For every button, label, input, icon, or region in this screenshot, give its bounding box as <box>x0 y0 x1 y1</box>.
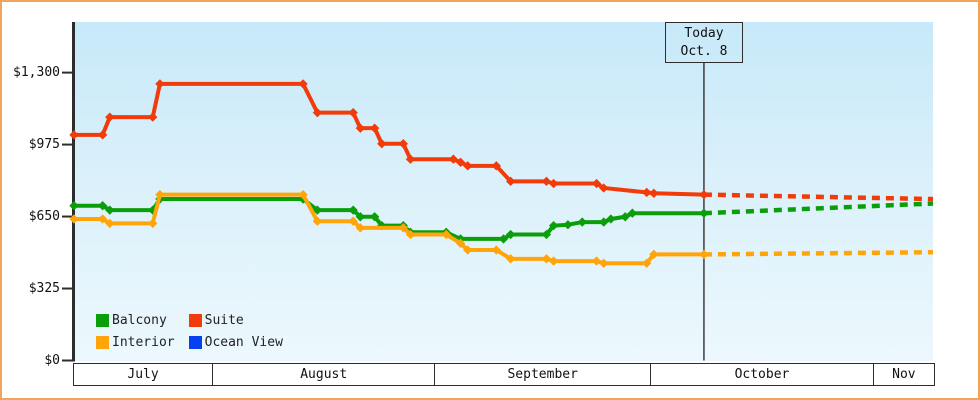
data-point-interior <box>591 256 602 266</box>
today-label: Today <box>684 25 724 41</box>
series-forecast-interior <box>703 249 934 257</box>
data-point-suite <box>405 154 416 164</box>
data-point-suite <box>463 161 473 171</box>
data-point-interior <box>398 223 408 233</box>
data-point-suite <box>599 183 609 193</box>
data-point-interior <box>541 254 552 264</box>
data-point-balcony <box>577 217 587 227</box>
data-point-suite <box>105 112 115 122</box>
data-point-balcony <box>606 214 616 224</box>
data-point-balcony <box>69 201 79 211</box>
series-line-suite <box>74 81 704 197</box>
data-point-interior <box>405 229 416 240</box>
data-point-suite <box>491 161 502 171</box>
data-point-balcony <box>627 208 638 218</box>
legend-label: Interior <box>112 335 175 350</box>
series-line-interior <box>74 192 704 266</box>
data-point-suite <box>69 130 79 140</box>
data-point-interior <box>148 218 158 229</box>
data-point-suite <box>448 154 459 164</box>
data-point-suite <box>312 108 323 118</box>
legend-item-ocean-view: Ocean View <box>188 335 283 350</box>
legend-swatch-ocean-view <box>188 336 202 349</box>
data-point-interior <box>491 245 502 255</box>
plot-area <box>75 22 933 361</box>
legend-item-interior: Interior <box>96 335 175 350</box>
series-forecast-suite <box>703 192 934 202</box>
month-cell-july: July <box>127 367 159 382</box>
legend-item-balcony: Balcony <box>96 313 175 328</box>
data-point-interior <box>155 189 165 200</box>
data-point-interior <box>105 218 115 229</box>
data-point-suite <box>148 112 158 122</box>
series-forecast-balcony <box>703 201 934 216</box>
y-axis-label: $0 <box>44 352 60 368</box>
data-point-interior <box>348 216 358 226</box>
legend-label: Suite <box>204 313 244 328</box>
data-point-suite <box>548 178 559 189</box>
data-point-suite <box>641 187 652 198</box>
month-cell-nov: Nov <box>872 364 934 385</box>
data-point-interior <box>298 189 308 200</box>
data-point-interior <box>599 258 609 268</box>
data-point-interior <box>312 216 323 226</box>
data-point-interior <box>505 254 516 264</box>
data-point-balcony <box>498 234 509 244</box>
y-axis-label: $650 <box>28 208 60 224</box>
month-cell-september: September <box>434 364 650 385</box>
data-point-balcony <box>548 220 559 231</box>
data-point-balcony <box>599 217 609 227</box>
data-point-suite <box>97 130 108 140</box>
data-point-interior <box>649 249 659 260</box>
data-point-balcony <box>541 229 552 240</box>
legend-swatch-interior <box>96 336 109 349</box>
month-cell-august: August <box>212 364 434 385</box>
data-point-interior <box>355 223 366 233</box>
data-point-suite <box>355 123 366 133</box>
data-point-suite <box>348 108 358 118</box>
data-point-suite <box>155 79 165 89</box>
today-box: Today Oct. 8 <box>665 22 743 63</box>
data-point-interior <box>455 238 466 249</box>
data-point-suite <box>591 178 602 189</box>
data-point-suite <box>298 79 308 89</box>
month-cell-october: October <box>650 364 873 385</box>
data-point-interior <box>441 229 451 240</box>
data-point-suite <box>649 188 659 198</box>
legend-swatch-balcony <box>96 314 109 327</box>
data-point-balcony <box>620 212 630 222</box>
data-point-balcony <box>699 208 709 218</box>
data-point-balcony <box>355 212 366 222</box>
data-point-interior <box>97 214 108 224</box>
data-point-interior <box>548 256 559 266</box>
data-point-balcony <box>369 212 380 222</box>
today-date: Oct. 8 <box>680 43 728 59</box>
legend-item-suite: Suite <box>188 313 283 328</box>
month-axis: July August September October Nov <box>73 363 935 386</box>
data-point-interior <box>463 245 473 255</box>
data-point-balcony <box>505 229 516 240</box>
data-point-interior <box>699 249 709 260</box>
legend: Balcony Suite Interior Ocean View <box>96 313 283 350</box>
data-point-suite <box>541 176 552 187</box>
legend-label: Ocean View <box>204 335 283 350</box>
y-axis-label: $1,300 <box>13 64 60 80</box>
y-axis-label: $975 <box>28 136 60 152</box>
legend-swatch-suite <box>188 314 202 327</box>
data-point-suite <box>699 189 709 200</box>
legend-label: Balcony <box>112 313 167 328</box>
data-point-balcony <box>563 220 573 230</box>
y-axis-label: $325 <box>28 280 60 296</box>
data-point-interior <box>69 214 79 224</box>
data-point-suite <box>505 176 516 187</box>
